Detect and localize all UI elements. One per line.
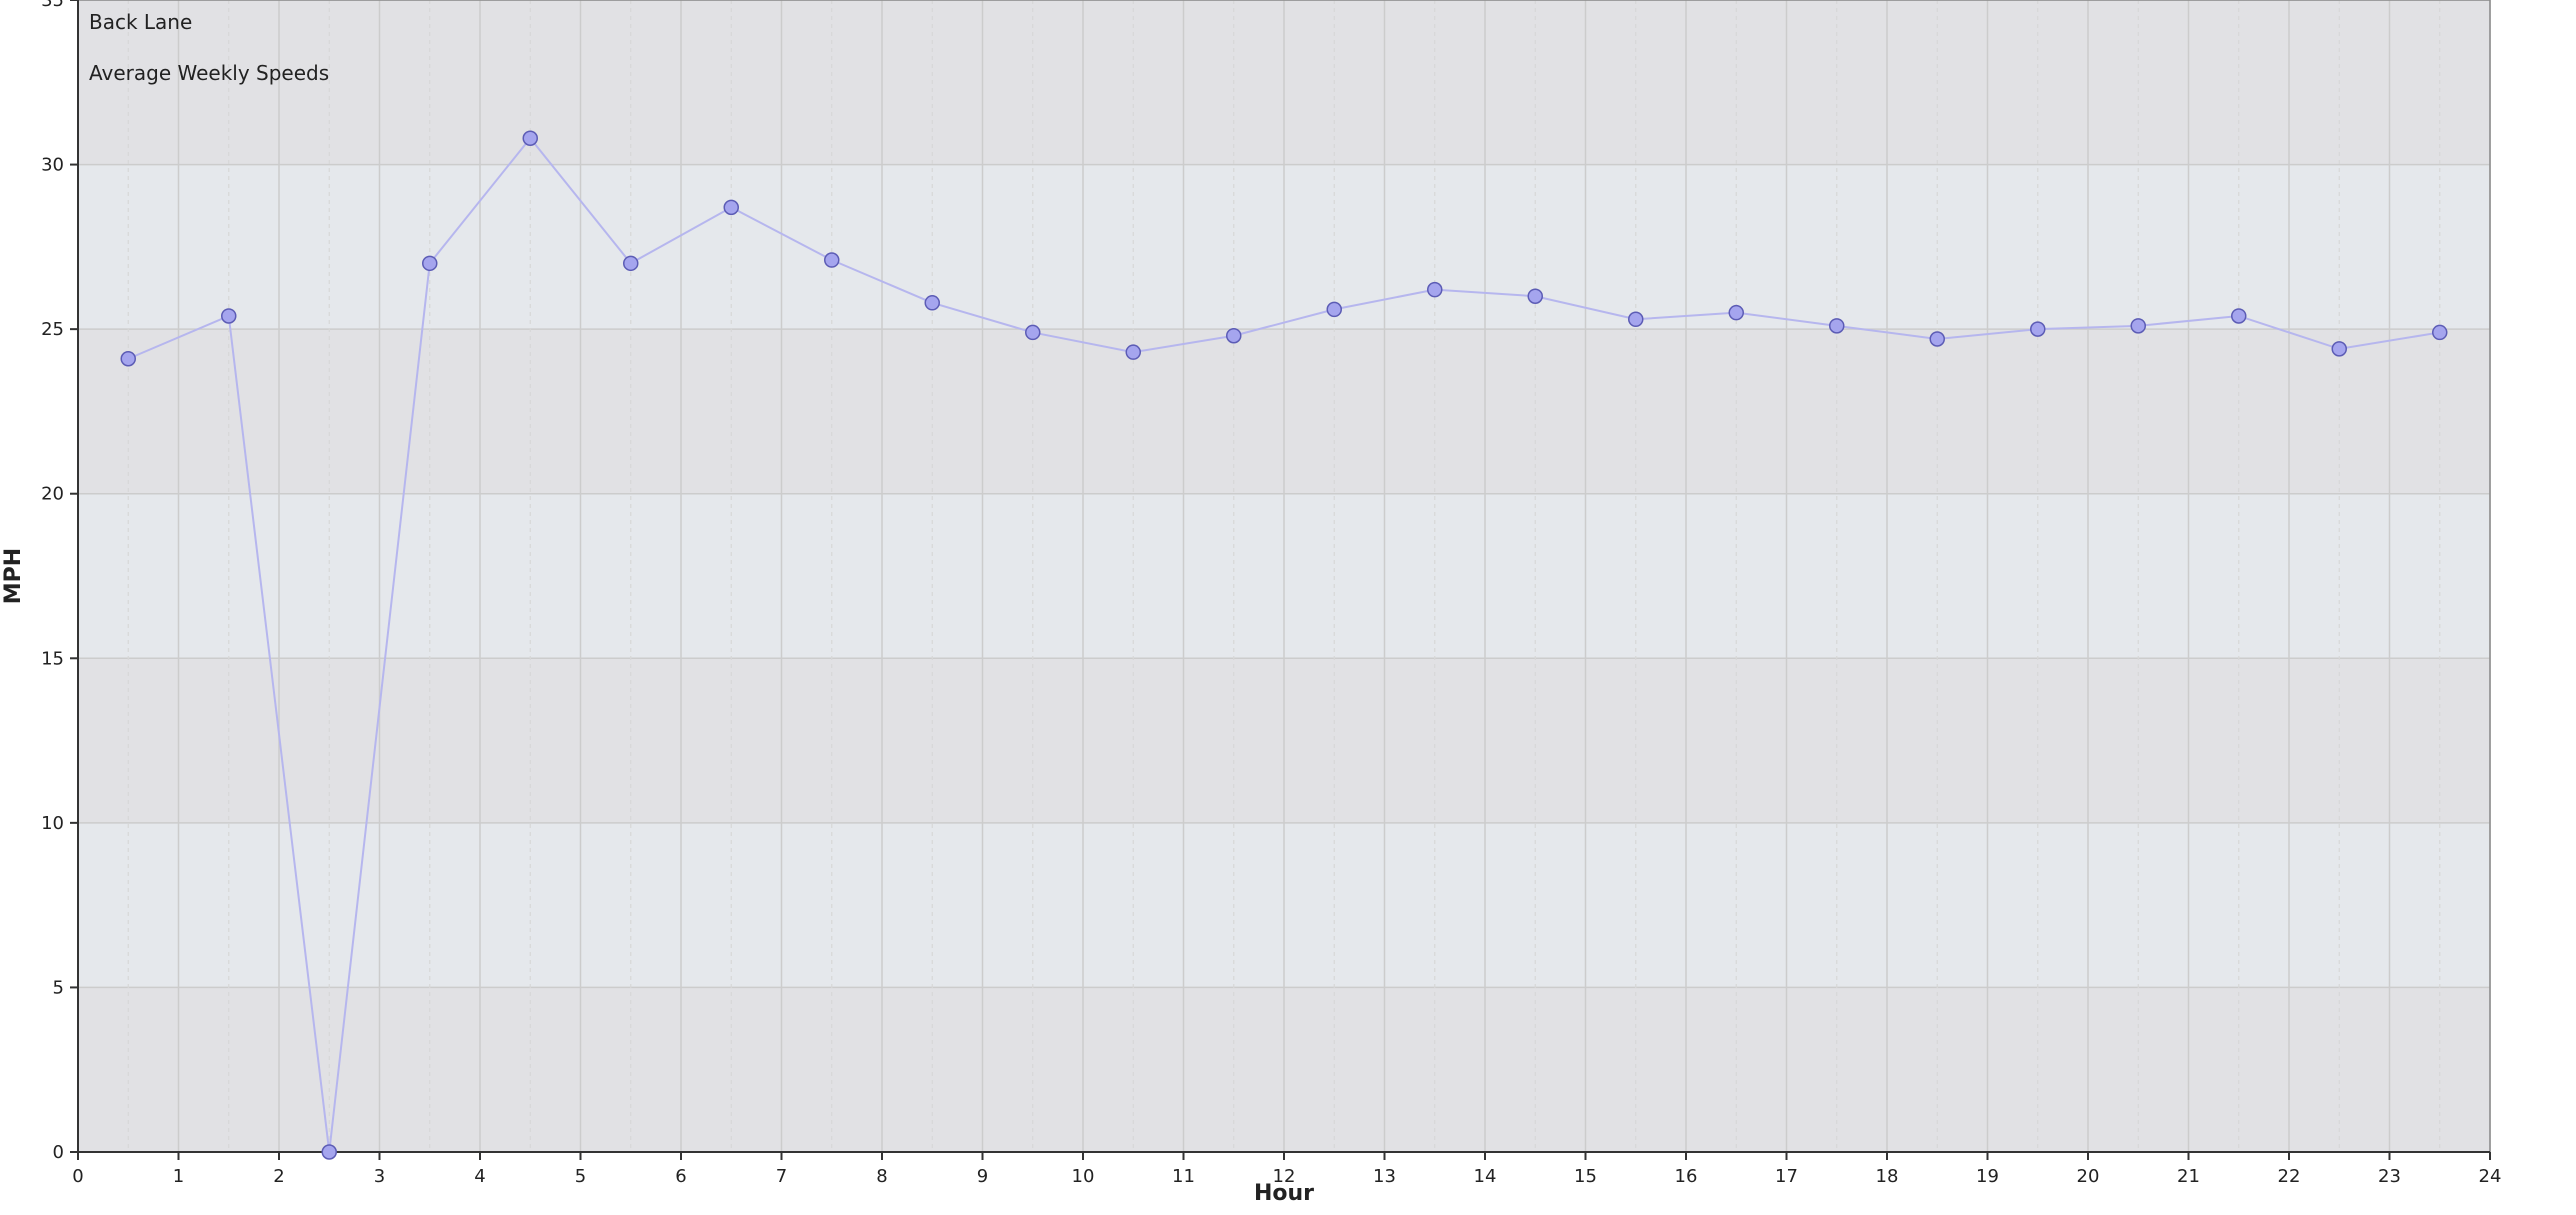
- data-point: [1326, 301, 1342, 318]
- y-axis-ticks: 0 5 10 15 20 25 30 35: [41, 0, 78, 1163]
- data-point: [924, 295, 940, 311]
- y-tick-label: 35: [41, 0, 64, 11]
- x-tick-label: 5: [575, 1166, 586, 1187]
- x-tick-label: 0: [72, 1166, 83, 1187]
- x-tick-label: 23: [2378, 1166, 2401, 1187]
- x-tick-label: 3: [374, 1166, 385, 1187]
- x-tick-label: 2: [273, 1166, 284, 1187]
- y-tick-label: 10: [41, 813, 64, 834]
- annotation-subtitle: Average Weekly Speeds: [89, 61, 329, 85]
- x-tick-label: 17: [1775, 1166, 1798, 1187]
- data-point: [422, 255, 438, 272]
- x-tick-label: 18: [1876, 1166, 1899, 1187]
- y-tick-label: 20: [41, 484, 64, 505]
- x-tick-label: 24: [2479, 1166, 2502, 1187]
- data-point: [723, 199, 739, 216]
- x-tick-label: 16: [1675, 1166, 1698, 1187]
- data-point: [2231, 308, 2247, 324]
- data-point: [824, 252, 840, 268]
- data-point: [1929, 331, 1945, 347]
- x-tick-label: 13: [1373, 1166, 1396, 1187]
- plot-annotations: Back Lane Average Weekly Speeds: [89, 10, 329, 85]
- data-point: [1728, 304, 1744, 321]
- data-point: [2331, 341, 2347, 357]
- x-tick-label: 1: [173, 1166, 184, 1187]
- data-point: [1628, 311, 1644, 328]
- x-tick-label: 6: [675, 1166, 686, 1187]
- x-tick-label: 14: [1474, 1166, 1497, 1187]
- x-tick-label: 12: [1273, 1166, 1296, 1187]
- x-tick-label: 8: [876, 1166, 887, 1187]
- annotation-lane: Back Lane: [89, 10, 192, 34]
- x-tick-label: 21: [2177, 1166, 2200, 1187]
- data-point: [1125, 344, 1141, 360]
- x-axis-ticks: 0 1 2 3 4 5 6 7 8 9 10 11 12 13 14 15 16 17 18 19 20 21 22 23 24: [72, 1152, 2501, 1187]
- x-tick-label: 11: [1172, 1166, 1195, 1187]
- y-tick-label: 15: [41, 648, 64, 669]
- data-point: [1829, 318, 1845, 334]
- data-point: [2432, 324, 2448, 341]
- x-tick-label: 15: [1574, 1166, 1597, 1187]
- data-point: [2130, 318, 2146, 334]
- y-tick-label: 25: [41, 319, 64, 340]
- data-point: [522, 130, 538, 146]
- y-tick-label: 30: [41, 155, 64, 176]
- x-tick-label: 9: [977, 1166, 988, 1187]
- x-tick-label: 22: [2278, 1166, 2301, 1187]
- data-point: [1527, 288, 1543, 304]
- series-line: [127, 136, 2440, 1153]
- data-point: [1427, 281, 1443, 298]
- data-point: [1025, 324, 1041, 341]
- data-point: [120, 351, 136, 367]
- y-axis-title: MPH: [1, 548, 26, 604]
- x-tick-label: 4: [474, 1166, 485, 1187]
- data-point: [321, 1144, 337, 1160]
- series-speed: [120, 130, 2448, 1160]
- data-point: [221, 308, 237, 324]
- y-tick-label: 0: [53, 1142, 64, 1163]
- x-tick-label: 20: [2077, 1166, 2100, 1187]
- data-point: [2030, 321, 2046, 337]
- x-tick-label: 10: [1072, 1166, 1095, 1187]
- data-point: [1226, 327, 1242, 344]
- y-tick-label: 5: [53, 977, 64, 998]
- x-axis-title: Hour: [1254, 1181, 1314, 1206]
- x-tick-label: 7: [776, 1166, 787, 1187]
- data-point: [623, 255, 639, 272]
- x-tick-label: 19: [1976, 1166, 1999, 1187]
